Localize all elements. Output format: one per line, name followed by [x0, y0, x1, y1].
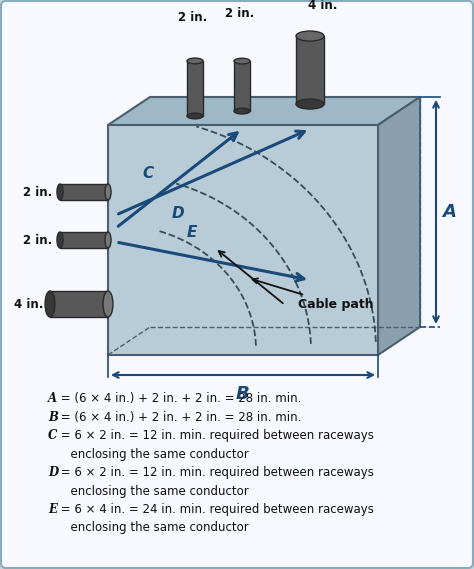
Text: enclosing the same conductor: enclosing the same conductor: [48, 484, 249, 497]
Text: E: E: [187, 225, 197, 240]
Text: = 6 × 4 in. = 24 in. min. required between raceways: = 6 × 4 in. = 24 in. min. required betwe…: [57, 503, 374, 516]
Text: 4 in.: 4 in.: [14, 298, 43, 311]
Text: 2 in.: 2 in.: [178, 11, 208, 24]
Text: 2 in.: 2 in.: [23, 233, 52, 246]
Ellipse shape: [105, 232, 111, 248]
Text: B: B: [48, 410, 58, 423]
Polygon shape: [60, 232, 108, 248]
Text: = 6 × 2 in. = 12 in. min. required between raceways: = 6 × 2 in. = 12 in. min. required betwe…: [57, 466, 374, 479]
Text: 4 in.: 4 in.: [308, 0, 337, 12]
Text: enclosing the same conductor: enclosing the same conductor: [48, 522, 249, 534]
Ellipse shape: [105, 184, 111, 200]
Ellipse shape: [296, 99, 324, 109]
Text: C: C: [142, 166, 154, 180]
Polygon shape: [108, 125, 378, 355]
Polygon shape: [50, 291, 108, 317]
Text: D: D: [48, 466, 58, 479]
Ellipse shape: [234, 58, 250, 64]
Polygon shape: [108, 97, 420, 125]
Polygon shape: [187, 61, 203, 116]
Text: 2 in.: 2 in.: [23, 185, 52, 199]
Text: = (6 × 4 in.) + 2 in. + 2 in. = 28 in. min.: = (6 × 4 in.) + 2 in. + 2 in. = 28 in. m…: [57, 392, 301, 405]
Ellipse shape: [57, 232, 63, 248]
Ellipse shape: [296, 31, 324, 41]
Polygon shape: [234, 61, 250, 111]
Text: B: B: [236, 385, 250, 403]
Text: C: C: [48, 429, 57, 442]
Polygon shape: [378, 97, 420, 355]
Text: D: D: [172, 205, 184, 221]
Polygon shape: [60, 184, 108, 200]
Text: Cable path: Cable path: [253, 278, 374, 311]
Text: enclosing the same conductor: enclosing the same conductor: [48, 447, 249, 460]
Text: 2 in.: 2 in.: [225, 7, 255, 20]
Text: E: E: [48, 503, 57, 516]
Polygon shape: [296, 36, 324, 104]
Ellipse shape: [234, 108, 250, 114]
Text: A: A: [48, 392, 57, 405]
Text: A: A: [442, 203, 456, 221]
Ellipse shape: [57, 184, 63, 200]
Text: = (6 × 4 in.) + 2 in. + 2 in. = 28 in. min.: = (6 × 4 in.) + 2 in. + 2 in. = 28 in. m…: [57, 410, 301, 423]
Ellipse shape: [187, 58, 203, 64]
Ellipse shape: [103, 291, 113, 317]
Ellipse shape: [45, 291, 55, 317]
Text: = 6 × 2 in. = 12 in. min. required between raceways: = 6 × 2 in. = 12 in. min. required betwe…: [57, 429, 374, 442]
Ellipse shape: [187, 113, 203, 119]
